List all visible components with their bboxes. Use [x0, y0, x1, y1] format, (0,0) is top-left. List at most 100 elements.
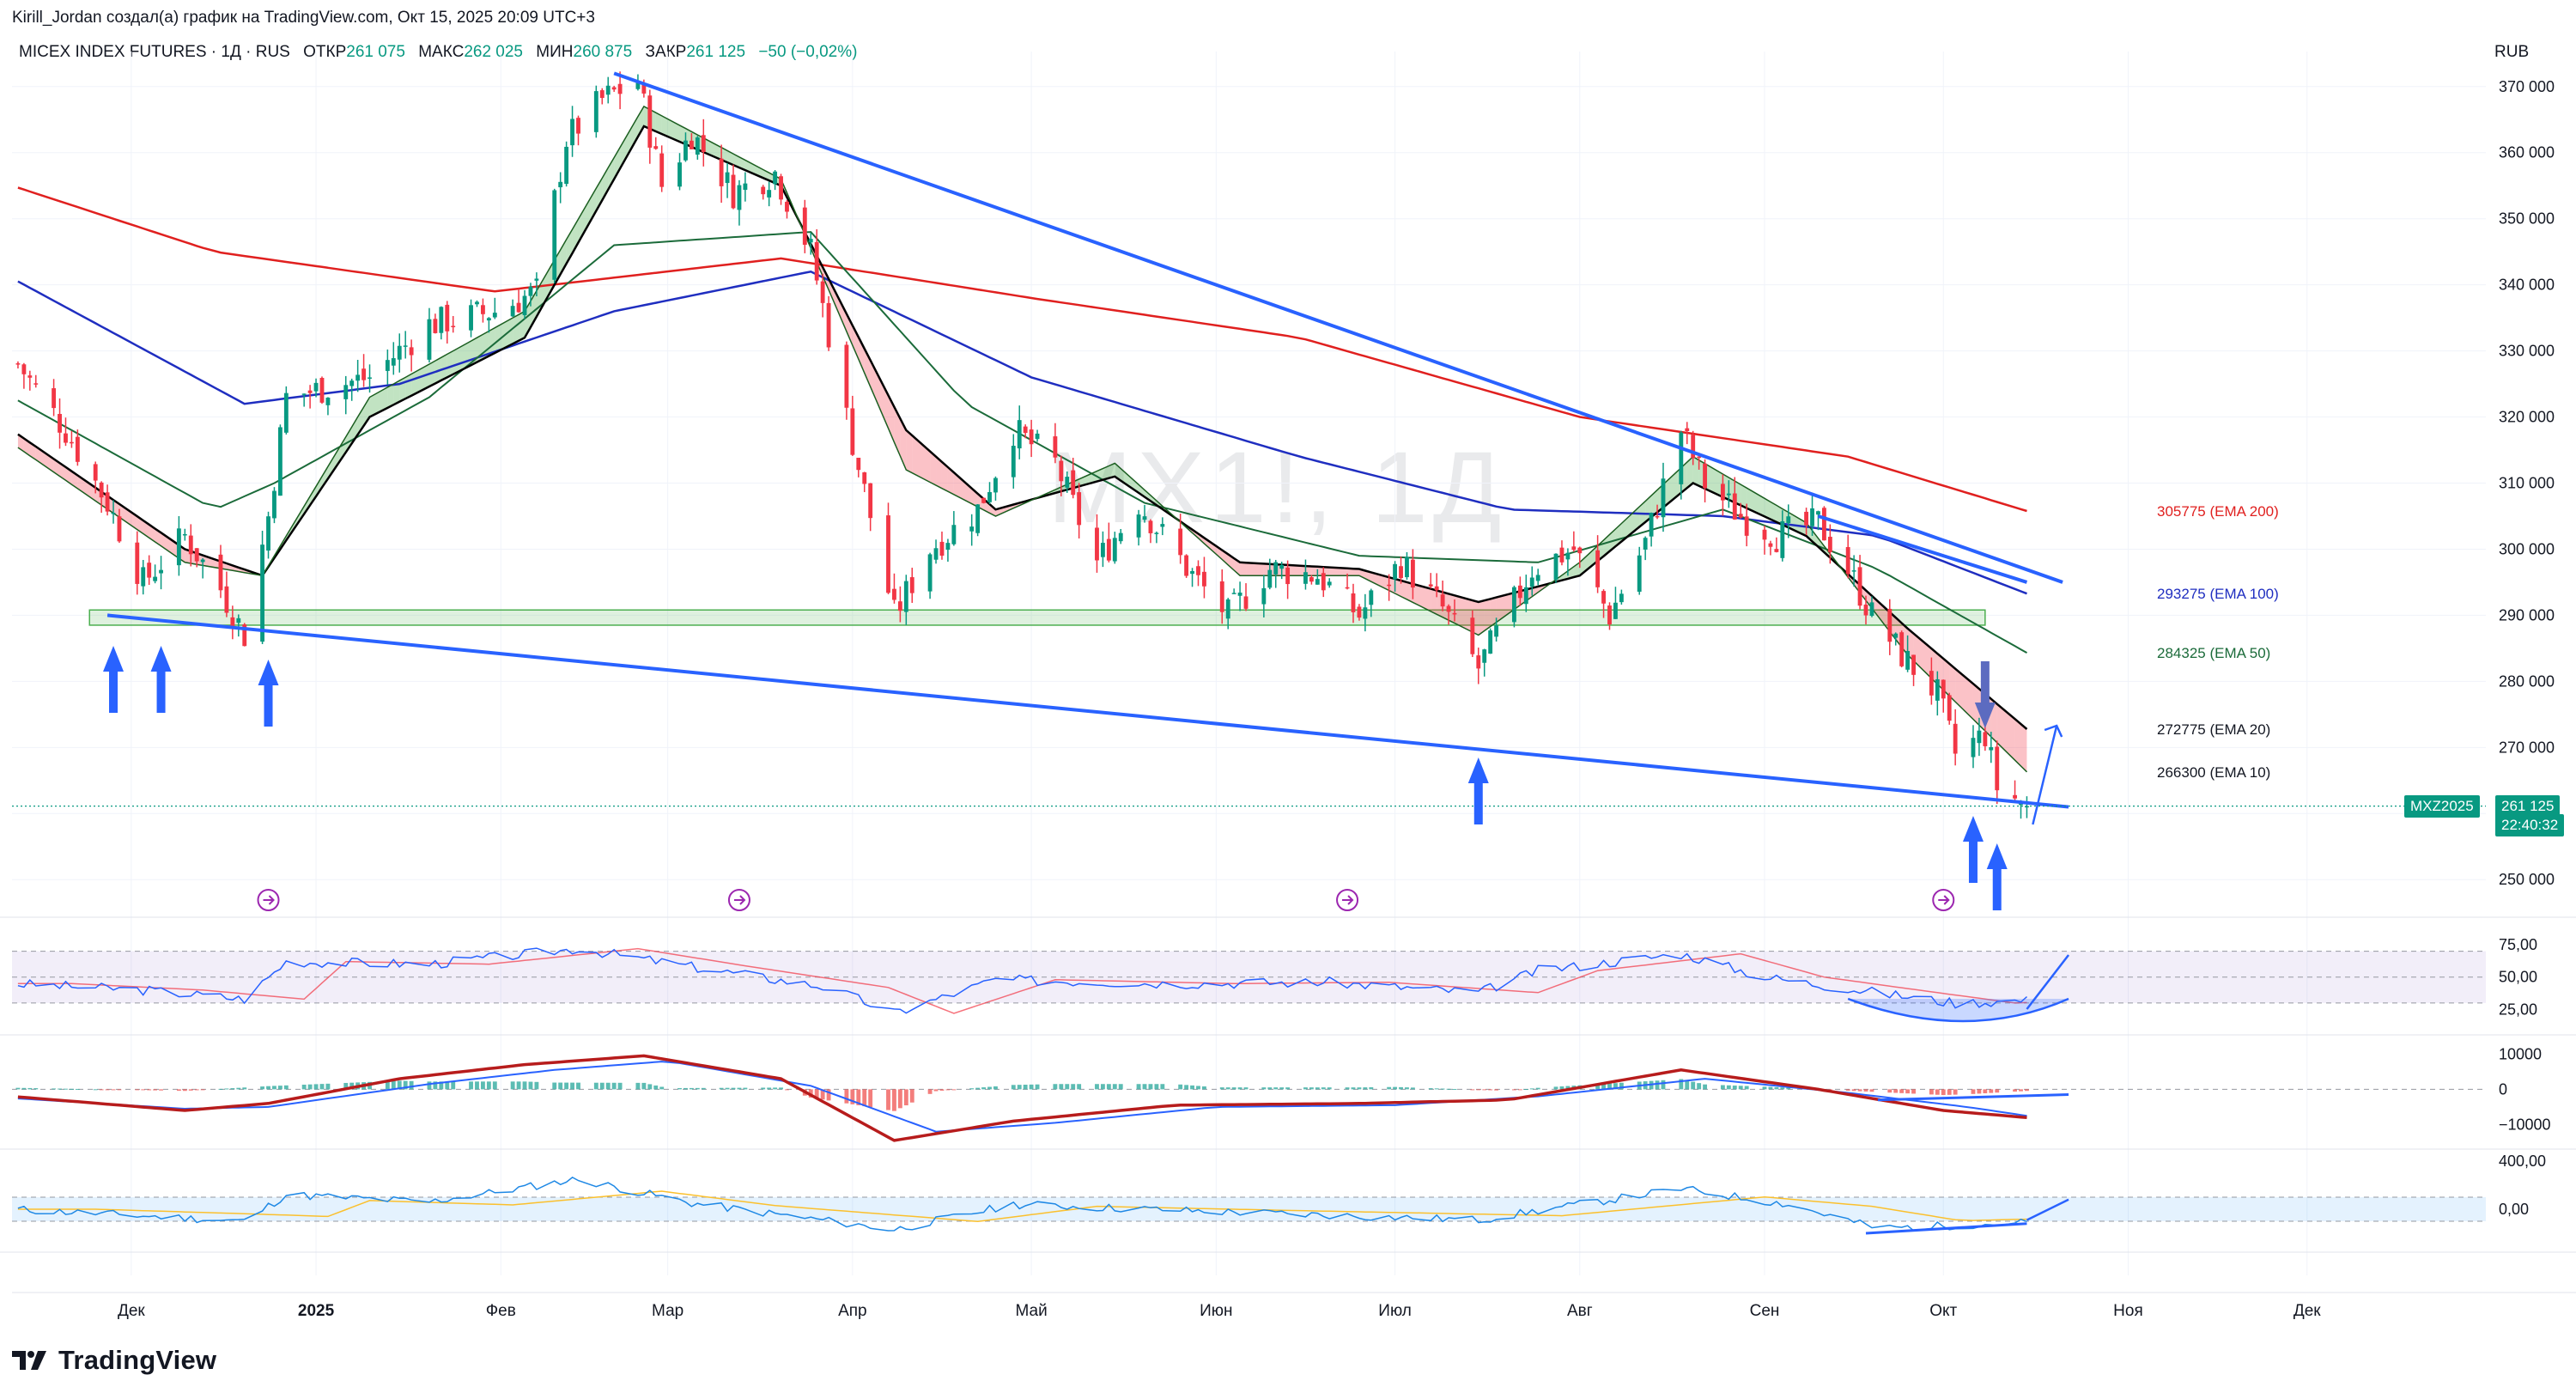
candle-body: [1941, 679, 1946, 699]
macd-histogram-bar: [1786, 1087, 1791, 1090]
ema-ribbon-segment: [519, 311, 526, 341]
macd-histogram-bar: [147, 1089, 152, 1091]
tradingview-logo-text: TradingView: [58, 1345, 217, 1375]
ema-ribbon-segment: [304, 496, 311, 514]
ema-ribbon-segment: [1121, 468, 1139, 493]
candle-body: [1065, 477, 1070, 488]
ema-ribbon-segment: [1311, 566, 1318, 576]
macd-histogram-bar: [277, 1086, 283, 1090]
macd-histogram-bar: [27, 1087, 33, 1090]
currency-label[interactable]: RUB: [2494, 43, 2530, 61]
ema-ribbon-segment: [1871, 595, 1890, 632]
candle-body: [975, 504, 981, 533]
price-axis-label: 300 000: [2499, 540, 2555, 557]
tradingview-logo[interactable]: TradingView: [12, 1345, 216, 1376]
macd-histogram-bar: [325, 1083, 331, 1090]
macd-histogram-bar: [451, 1081, 456, 1090]
high-label: МАКС: [418, 43, 465, 61]
candle-body: [1816, 511, 1820, 515]
candle-body: [909, 577, 914, 593]
macd-histogram-bar: [343, 1082, 349, 1090]
candle-body: [1983, 732, 1988, 746]
candle-body: [725, 172, 730, 184]
price-axis-label: 270 000: [2499, 739, 2555, 756]
macd-histogram-bar: [21, 1087, 27, 1090]
macd-line: [17, 1054, 2027, 1142]
candle-body: [1488, 630, 1493, 654]
macd-histogram-bar: [939, 1089, 945, 1091]
time-axis-label: Май: [1015, 1302, 1047, 1320]
macd-histogram-bar: [1780, 1087, 1785, 1090]
buy-arrow-icon: [103, 646, 125, 713]
macd-histogram-bar: [945, 1089, 951, 1091]
candle-body: [689, 140, 694, 149]
macd-histogram-bar: [1428, 1088, 1433, 1090]
macd-histogram-bar: [1065, 1084, 1070, 1090]
macd-histogram-bar: [1446, 1088, 1451, 1090]
candle-body: [1786, 516, 1791, 524]
ema-ribbon-segment: [1198, 533, 1205, 544]
candle-body: [647, 95, 653, 148]
macd-histogram-bar: [272, 1086, 276, 1090]
candle-body: [1273, 562, 1279, 575]
macd-histogram-bar: [689, 1087, 694, 1090]
macd-divergence-line: [1877, 1093, 2069, 1102]
candle-body: [1685, 428, 1690, 431]
macd-histogram-bar: [1106, 1084, 1111, 1090]
trendline: [613, 71, 2063, 584]
candle-body: [1762, 529, 1767, 540]
macd-histogram-bar: [2025, 1089, 2029, 1092]
last-price-tag: 261 125: [2495, 794, 2561, 818]
macd-histogram-bar: [1017, 1085, 1022, 1090]
candle-body: [451, 325, 456, 328]
macd-histogram-bar: [1035, 1084, 1040, 1090]
candle-body: [1995, 746, 2000, 791]
macd-signal-line: [17, 1061, 2027, 1133]
candle-body: [230, 617, 235, 628]
candle-body: [1148, 520, 1153, 533]
ema-ribbon-segment: [727, 150, 734, 166]
macd-histogram-bar: [301, 1084, 307, 1090]
candle-body: [1011, 446, 1016, 478]
candle-body: [1935, 678, 1940, 701]
macd-histogram-bar: [445, 1081, 450, 1090]
macd-histogram-bar: [33, 1088, 39, 1090]
macd-histogram-bar: [1452, 1089, 1457, 1091]
macd-histogram-bar: [194, 1089, 199, 1091]
candle-body: [987, 492, 992, 502]
macd-histogram-bar: [647, 1084, 653, 1090]
candle-body: [1023, 426, 1028, 434]
ema-ribbon-segment: [1776, 505, 1783, 526]
candle-body: [283, 392, 289, 433]
macd-histogram-bar: [182, 1089, 187, 1092]
candle-body: [1410, 559, 1415, 588]
macd-histogram-bar: [1029, 1084, 1034, 1090]
candle-body: [2025, 806, 2029, 808]
macd-histogram-bar: [349, 1082, 355, 1090]
symbol-price-tag: MXZ2025: [2404, 794, 2480, 818]
macd-histogram-bar: [1023, 1085, 1028, 1090]
candle-body: [1577, 547, 1583, 554]
candle-body: [1369, 590, 1374, 605]
macd-histogram-bar: [564, 1082, 569, 1090]
event-arrow-icon: [1938, 895, 1950, 905]
macd-histogram-bar: [319, 1084, 325, 1090]
macd-histogram-bar: [242, 1087, 247, 1090]
price-axis-label: 360 000: [2499, 144, 2555, 161]
candle-body: [433, 319, 438, 333]
ema-ribbon-segment: [894, 406, 901, 456]
macd-histogram-bar: [981, 1087, 987, 1090]
macd-histogram-bar: [1357, 1087, 1362, 1090]
macd-histogram-bar: [1142, 1084, 1147, 1090]
candle-body: [2013, 794, 2017, 799]
ema-ribbon-segment: [744, 160, 763, 179]
ema-ribbon-segment: [1603, 534, 1610, 557]
candle-body: [1553, 553, 1558, 580]
macd-histogram-bar: [975, 1087, 981, 1090]
candle-body: [1703, 463, 1708, 489]
candle-body: [1142, 516, 1147, 520]
macd-histogram-bar: [1899, 1089, 1905, 1093]
macd-histogram-bar: [892, 1089, 896, 1111]
macd-histogram-bar: [599, 1082, 605, 1090]
